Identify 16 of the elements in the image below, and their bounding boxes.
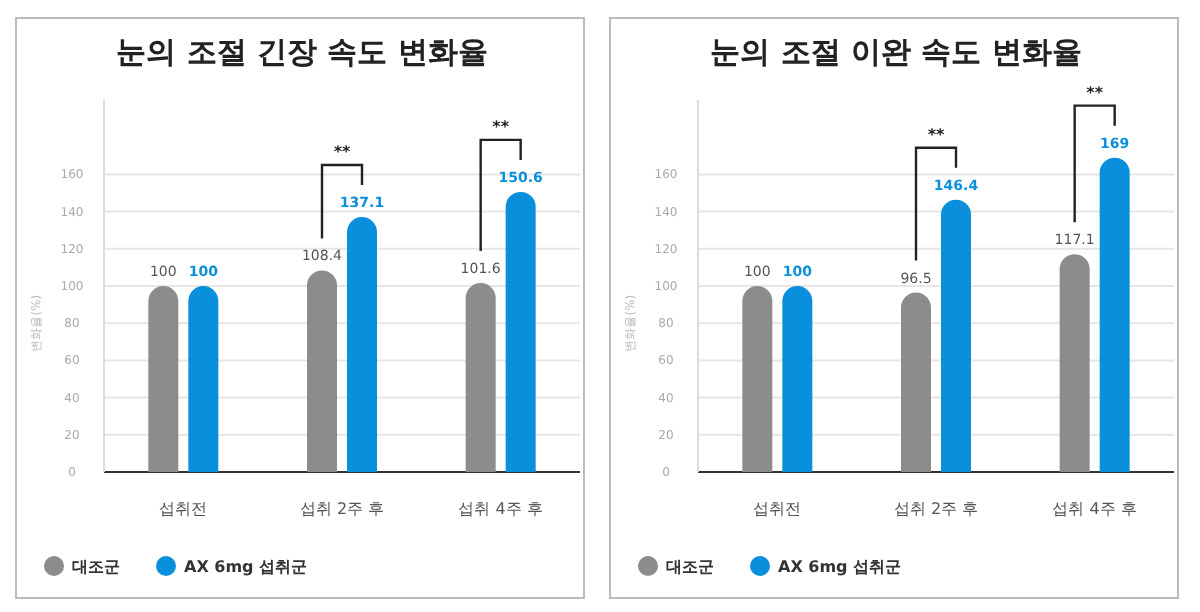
annotation: ** [492,117,511,136]
x-tick-label: 섭취 2주 후 [893,500,979,518]
x-tick-label: 섭취전 [753,500,802,518]
annotation: ** [927,125,946,144]
legend-label: 대조군 [666,558,714,576]
chart-title: 눈의 조절 이완 속도 변화율 [710,34,1082,70]
x-tick-label: 섭취 4주 후 [1052,500,1137,518]
legend-label: 대조군 [72,558,120,576]
x-tick-label: 섭취 2주 후 [299,500,385,518]
x-tick-label: 섭취전 [159,500,208,518]
annotation: ** [333,142,352,161]
legend-label: AX 6mg 섭취군 [778,558,902,576]
legend-label: AX 6mg 섭취군 [184,558,308,576]
annotation: ** [1086,83,1105,102]
x-tick-label: 섭취 4주 후 [458,500,543,518]
chart-title: 눈의 조절 긴장 속도 변화율 [116,34,488,70]
